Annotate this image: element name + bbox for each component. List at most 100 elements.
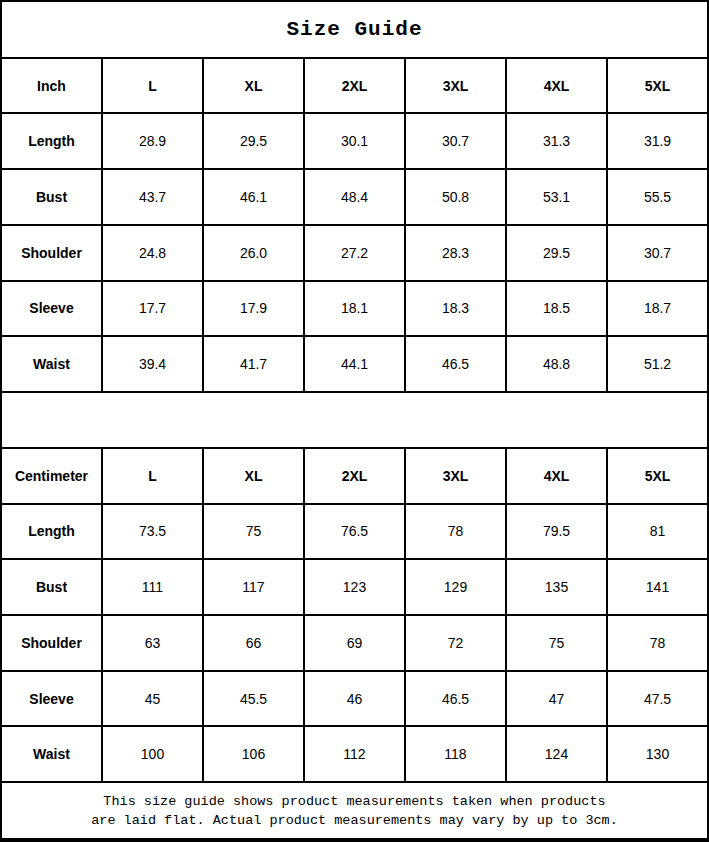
measurement-cell: 78 — [405, 504, 506, 560]
row-label: Sleeve — [1, 281, 102, 337]
inch-row-sleeve: Sleeve 17.7 17.9 18.1 18.3 18.5 18.7 — [1, 281, 708, 337]
measurement-cell: 124 — [506, 726, 607, 782]
measurement-cell: 18.3 — [405, 281, 506, 337]
inch-unit-label: Inch — [1, 58, 102, 114]
measurement-cell: 48.4 — [304, 169, 405, 225]
cm-row-shoulder: Shoulder 63 66 69 72 75 78 — [1, 615, 708, 671]
spacer-cell — [1, 392, 708, 448]
inch-row-length: Length 28.9 29.5 30.1 30.7 31.3 31.9 — [1, 113, 708, 169]
measurement-cell: 111 — [102, 559, 203, 615]
inch-size-col-2xl: 2XL — [304, 58, 405, 114]
cm-size-col-2xl: 2XL — [304, 448, 405, 504]
row-label: Shoulder — [1, 225, 102, 281]
disclaimer-line-1: This size guide shows product measuremen… — [2, 792, 707, 811]
measurement-cell: 26.0 — [203, 225, 304, 281]
row-label: Waist — [1, 336, 102, 392]
disclaimer: This size guide shows product measuremen… — [1, 782, 708, 840]
page-title: Size Guide — [1, 1, 708, 58]
row-label: Sleeve — [1, 671, 102, 727]
inch-row-waist: Waist 39.4 41.7 44.1 46.5 48.8 51.2 — [1, 336, 708, 392]
measurement-cell: 141 — [607, 559, 708, 615]
measurement-cell: 69 — [304, 615, 405, 671]
inch-header-row: Inch L XL 2XL 3XL 4XL 5XL — [1, 58, 708, 114]
measurement-cell: 28.3 — [405, 225, 506, 281]
measurement-cell: 30.1 — [304, 113, 405, 169]
cm-size-col-xl: XL — [203, 448, 304, 504]
measurement-cell: 50.8 — [405, 169, 506, 225]
measurement-cell: 31.9 — [607, 113, 708, 169]
cm-row-sleeve: Sleeve 45 45.5 46 46.5 47 47.5 — [1, 671, 708, 727]
measurement-cell: 66 — [203, 615, 304, 671]
measurement-cell: 43.7 — [102, 169, 203, 225]
measurement-cell: 27.2 — [304, 225, 405, 281]
cm-size-col-3xl: 3XL — [405, 448, 506, 504]
measurement-cell: 17.7 — [102, 281, 203, 337]
measurement-cell: 41.7 — [203, 336, 304, 392]
row-label: Shoulder — [1, 615, 102, 671]
inch-size-col-4xl: 4XL — [506, 58, 607, 114]
measurement-cell: 46.5 — [405, 336, 506, 392]
measurement-cell: 39.4 — [102, 336, 203, 392]
cm-row-bust: Bust 111 117 123 129 135 141 — [1, 559, 708, 615]
measurement-cell: 129 — [405, 559, 506, 615]
cm-unit-label: Centimeter — [1, 448, 102, 504]
measurement-cell: 45 — [102, 671, 203, 727]
measurement-cell: 63 — [102, 615, 203, 671]
measurement-cell: 106 — [203, 726, 304, 782]
measurement-cell: 72 — [405, 615, 506, 671]
measurement-cell: 18.1 — [304, 281, 405, 337]
cm-size-col-l: L — [102, 448, 203, 504]
measurement-cell: 55.5 — [607, 169, 708, 225]
measurement-cell: 76.5 — [304, 504, 405, 560]
row-label: Waist — [1, 726, 102, 782]
size-guide-page: Size Guide Inch L XL 2XL 3XL 4XL 5XL Len… — [0, 0, 709, 842]
row-label: Length — [1, 113, 102, 169]
measurement-cell: 47.5 — [607, 671, 708, 727]
measurement-cell: 46.5 — [405, 671, 506, 727]
measurement-cell: 29.5 — [506, 225, 607, 281]
cm-row-waist: Waist 100 106 112 118 124 130 — [1, 726, 708, 782]
cm-header-row: Centimeter L XL 2XL 3XL 4XL 5XL — [1, 448, 708, 504]
title-row: Size Guide — [1, 1, 708, 58]
measurement-cell: 81 — [607, 504, 708, 560]
measurement-cell: 73.5 — [102, 504, 203, 560]
measurement-cell: 123 — [304, 559, 405, 615]
measurement-cell: 47 — [506, 671, 607, 727]
measurement-cell: 75 — [506, 615, 607, 671]
measurement-cell: 130 — [607, 726, 708, 782]
cm-size-col-5xl: 5XL — [607, 448, 708, 504]
measurement-cell: 46 — [304, 671, 405, 727]
measurement-cell: 79.5 — [506, 504, 607, 560]
size-guide-table: Size Guide Inch L XL 2XL 3XL 4XL 5XL Len… — [0, 0, 709, 842]
spacer-row — [1, 392, 708, 448]
measurement-cell: 45.5 — [203, 671, 304, 727]
measurement-cell: 53.1 — [506, 169, 607, 225]
row-label: Bust — [1, 169, 102, 225]
disclaimer-line-2: are laid flat. Actual product measuremen… — [2, 811, 707, 830]
measurement-cell: 78 — [607, 615, 708, 671]
inch-size-col-5xl: 5XL — [607, 58, 708, 114]
measurement-cell: 18.5 — [506, 281, 607, 337]
measurement-cell: 112 — [304, 726, 405, 782]
measurement-cell: 48.8 — [506, 336, 607, 392]
inch-size-col-3xl: 3XL — [405, 58, 506, 114]
inch-size-col-xl: XL — [203, 58, 304, 114]
footer-row: This size guide shows product measuremen… — [1, 782, 708, 840]
measurement-cell: 17.9 — [203, 281, 304, 337]
measurement-cell: 28.9 — [102, 113, 203, 169]
inch-size-col-l: L — [102, 58, 203, 114]
measurement-cell: 135 — [506, 559, 607, 615]
measurement-cell: 100 — [102, 726, 203, 782]
measurement-cell: 46.1 — [203, 169, 304, 225]
measurement-cell: 31.3 — [506, 113, 607, 169]
row-label: Length — [1, 504, 102, 560]
row-label: Bust — [1, 559, 102, 615]
measurement-cell: 18.7 — [607, 281, 708, 337]
measurement-cell: 117 — [203, 559, 304, 615]
inch-row-shoulder: Shoulder 24.8 26.0 27.2 28.3 29.5 30.7 — [1, 225, 708, 281]
cm-size-col-4xl: 4XL — [506, 448, 607, 504]
measurement-cell: 30.7 — [405, 113, 506, 169]
measurement-cell: 118 — [405, 726, 506, 782]
measurement-cell: 24.8 — [102, 225, 203, 281]
inch-row-bust: Bust 43.7 46.1 48.4 50.8 53.1 55.5 — [1, 169, 708, 225]
